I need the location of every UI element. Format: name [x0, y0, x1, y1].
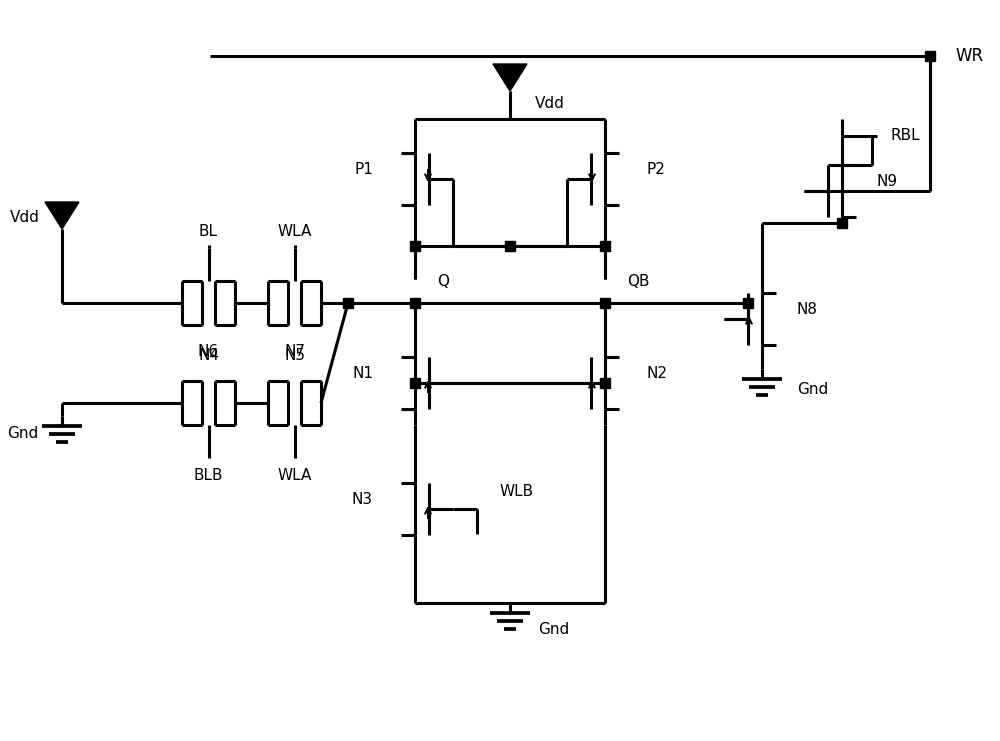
Text: Vdd: Vdd — [10, 210, 40, 225]
Text: QB: QB — [627, 273, 650, 288]
Text: N2: N2 — [647, 365, 668, 380]
Text: RBL: RBL — [890, 128, 920, 144]
Text: N1: N1 — [352, 365, 373, 380]
Text: Gnd: Gnd — [7, 427, 38, 442]
Text: Gnd: Gnd — [797, 382, 828, 396]
Text: N5: N5 — [284, 348, 305, 362]
Text: Q: Q — [437, 273, 449, 288]
Text: N7: N7 — [284, 344, 305, 359]
Text: Vdd: Vdd — [535, 96, 565, 110]
Polygon shape — [45, 202, 79, 229]
Text: N3: N3 — [352, 491, 373, 507]
Text: WLB: WLB — [500, 483, 534, 499]
Text: WR: WR — [955, 47, 983, 65]
Text: Gnd: Gnd — [538, 622, 569, 637]
Text: BL: BL — [199, 224, 218, 239]
Text: P2: P2 — [647, 162, 666, 176]
Text: WLA: WLA — [277, 468, 312, 482]
Text: N9: N9 — [877, 173, 898, 188]
Text: BLB: BLB — [194, 468, 223, 482]
Text: WLA: WLA — [277, 224, 312, 239]
Text: N8: N8 — [797, 302, 818, 316]
Text: P1: P1 — [354, 162, 373, 176]
Polygon shape — [493, 64, 527, 91]
Text: N6: N6 — [198, 344, 219, 359]
Text: N4: N4 — [198, 348, 219, 362]
